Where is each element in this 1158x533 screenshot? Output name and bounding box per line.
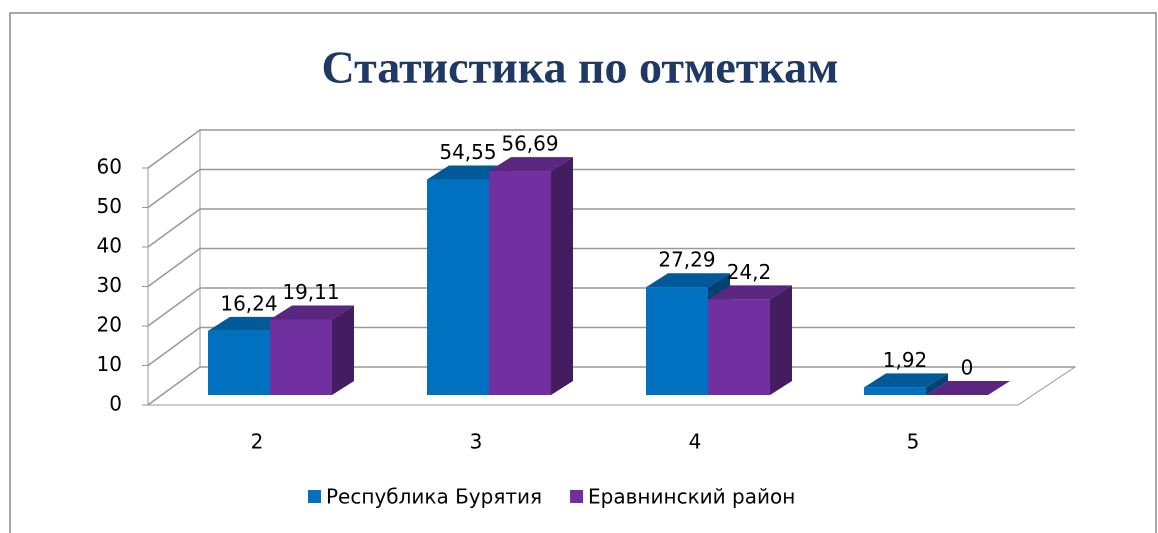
value-label: 27,29: [658, 248, 715, 272]
value-label: 24,2: [727, 260, 772, 284]
value-label: 54,55: [439, 140, 496, 164]
bar-3d: [864, 373, 948, 395]
bar: [489, 171, 551, 395]
value-label: 16,24: [220, 291, 277, 315]
value-label: 0: [961, 356, 974, 380]
bar: [864, 387, 926, 395]
y-tick-label: 0: [109, 392, 122, 416]
bar-top: [708, 285, 792, 300]
value-label: 56,69: [501, 132, 558, 156]
bar-side: [551, 157, 573, 395]
bar: [708, 299, 770, 395]
bar-top: [864, 373, 948, 388]
bar-3d: [926, 381, 1010, 395]
bar-side: [926, 373, 948, 395]
y-tick-label: 20: [97, 313, 122, 337]
bar-3d: [489, 157, 573, 395]
bar-side: [332, 305, 354, 395]
bar-side: [770, 285, 792, 395]
bar: [208, 330, 270, 395]
bar: [427, 179, 489, 395]
grid-line: [147, 247, 1075, 288]
bar-3d: [708, 285, 792, 395]
grid-line: [147, 168, 1075, 209]
legend-swatch: [570, 490, 584, 503]
grid-line: [147, 208, 1075, 248]
value-label: 1,92: [883, 348, 928, 372]
bar-top: [926, 381, 1010, 395]
y-tick-label: 50: [97, 194, 122, 218]
value-label: 19,11: [282, 280, 339, 304]
y-tick-label: 40: [97, 234, 122, 258]
legend-swatch: [308, 490, 321, 503]
y-tick-label: 60: [97, 155, 122, 179]
bar: [646, 287, 708, 395]
x-tick-label: 4: [689, 430, 702, 454]
x-tick-label: 3: [470, 430, 483, 454]
x-tick-label: 2: [251, 430, 264, 454]
legend-label: Республика Бурятия: [326, 485, 542, 509]
bar-top: [646, 273, 730, 288]
y-tick-label: 10: [97, 352, 122, 376]
grid-line: [147, 129, 1075, 169]
bar-top: [270, 305, 354, 320]
y-tick-label: 30: [97, 273, 122, 297]
chart-title: Статистика по отметкам: [322, 42, 839, 93]
bar-3d: [270, 305, 354, 395]
bar: [270, 319, 332, 395]
chart-frame: [9, 12, 1157, 533]
x-tick-label: 5: [907, 430, 920, 454]
bar-top: [489, 157, 573, 172]
legend-label: Еравнинский район: [588, 485, 795, 509]
